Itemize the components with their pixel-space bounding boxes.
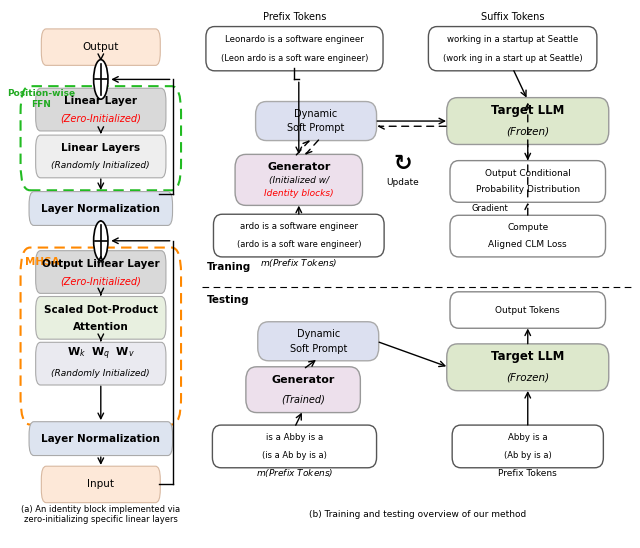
Text: Update: Update <box>386 178 419 187</box>
Text: (Trained): (Trained) <box>281 394 325 404</box>
Text: ardo is a software engineer: ardo is a software engineer <box>240 222 358 231</box>
Text: Testing: Testing <box>207 295 250 305</box>
Text: Linear Layers: Linear Layers <box>61 143 140 153</box>
Text: Generator: Generator <box>271 375 335 385</box>
FancyBboxPatch shape <box>36 250 166 293</box>
Text: (Frozen): (Frozen) <box>506 127 549 136</box>
Text: Gradient: Gradient <box>472 204 508 213</box>
FancyBboxPatch shape <box>42 29 160 65</box>
Text: (Randomly Initialized): (Randomly Initialized) <box>51 368 150 378</box>
FancyBboxPatch shape <box>206 26 383 71</box>
FancyBboxPatch shape <box>212 425 376 468</box>
Text: $m$(Prefix Tokens): $m$(Prefix Tokens) <box>260 256 337 269</box>
FancyBboxPatch shape <box>452 425 604 468</box>
FancyBboxPatch shape <box>36 296 166 339</box>
Text: Dynamic: Dynamic <box>294 109 338 119</box>
Text: Linear Layer: Linear Layer <box>64 96 138 106</box>
Text: (Leon ardo is a soft ware engineer): (Leon ardo is a soft ware engineer) <box>221 54 368 62</box>
Text: Prefix Tokens: Prefix Tokens <box>263 12 326 22</box>
Text: Compute: Compute <box>507 223 548 232</box>
Text: (a) An identity block implemented via
zero-initializing specific linear layers: (a) An identity block implemented via ze… <box>21 505 180 524</box>
FancyBboxPatch shape <box>255 101 376 141</box>
FancyBboxPatch shape <box>36 342 166 385</box>
Text: Output Tokens: Output Tokens <box>495 306 560 315</box>
Text: $\mathbf{W}_k$  $\mathbf{W}_q$  $\mathbf{W}_v$: $\mathbf{W}_k$ $\mathbf{W}_q$ $\mathbf{W… <box>67 346 135 362</box>
Text: Input: Input <box>87 480 115 489</box>
Text: (Frozen): (Frozen) <box>506 373 549 383</box>
FancyBboxPatch shape <box>36 135 166 178</box>
Text: Generator: Generator <box>267 162 330 173</box>
Text: Target LLM: Target LLM <box>491 350 564 363</box>
FancyBboxPatch shape <box>36 88 166 131</box>
FancyBboxPatch shape <box>246 367 360 413</box>
Text: working in a startup at Seattle: working in a startup at Seattle <box>447 35 579 44</box>
FancyBboxPatch shape <box>258 322 379 361</box>
Text: Layer Normalization: Layer Normalization <box>42 433 160 444</box>
Text: (is a Ab by is a): (is a Ab by is a) <box>262 452 327 460</box>
Text: (Zero-Initialized): (Zero-Initialized) <box>60 114 141 124</box>
FancyBboxPatch shape <box>428 26 597 71</box>
FancyBboxPatch shape <box>450 292 605 328</box>
Text: Scaled Dot-Product: Scaled Dot-Product <box>44 305 158 315</box>
Text: (work ing in a start up at Seattle): (work ing in a start up at Seattle) <box>443 54 582 62</box>
FancyBboxPatch shape <box>447 98 609 145</box>
FancyBboxPatch shape <box>447 344 609 391</box>
Text: (Ab by is a): (Ab by is a) <box>504 452 552 460</box>
Text: Dynamic: Dynamic <box>296 329 340 339</box>
Text: (ardo is a soft ware engineer): (ardo is a soft ware engineer) <box>237 241 361 249</box>
FancyBboxPatch shape <box>42 466 160 503</box>
Text: (Initialized w/: (Initialized w/ <box>269 176 329 185</box>
FancyBboxPatch shape <box>214 214 384 257</box>
Text: (Randomly Initialized): (Randomly Initialized) <box>51 161 150 170</box>
Text: Leonardo is a software engineer: Leonardo is a software engineer <box>225 35 364 44</box>
FancyBboxPatch shape <box>235 155 362 206</box>
Circle shape <box>93 221 108 260</box>
Text: Layer Normalization: Layer Normalization <box>42 203 160 214</box>
Text: Target LLM: Target LLM <box>491 104 564 117</box>
FancyBboxPatch shape <box>29 422 173 455</box>
FancyBboxPatch shape <box>450 161 605 202</box>
Text: Attention: Attention <box>73 322 129 332</box>
Text: (b) Training and testing overview of our method: (b) Training and testing overview of our… <box>309 510 526 519</box>
FancyBboxPatch shape <box>29 192 173 225</box>
Text: Output Conditional: Output Conditional <box>485 169 571 178</box>
Text: Output Linear Layer: Output Linear Layer <box>42 259 159 269</box>
Circle shape <box>93 60 108 99</box>
Text: Soft Prompt: Soft Prompt <box>289 344 347 353</box>
Text: (Zero-Initialized): (Zero-Initialized) <box>60 276 141 287</box>
Text: Prefix Tokens: Prefix Tokens <box>499 469 557 478</box>
Text: Soft Prompt: Soft Prompt <box>287 123 345 133</box>
Text: MHSA: MHSA <box>25 256 60 267</box>
Text: Suffix Tokens: Suffix Tokens <box>481 12 545 22</box>
Text: Abby is a: Abby is a <box>508 432 548 442</box>
Text: Identity blocks): Identity blocks) <box>264 189 333 198</box>
Text: Aligned CLM Loss: Aligned CLM Loss <box>488 240 567 249</box>
Text: is a Abby is a: is a Abby is a <box>266 432 323 442</box>
Text: Traning: Traning <box>207 262 251 272</box>
FancyBboxPatch shape <box>450 215 605 257</box>
Text: $m$(Prefix Tokens): $m$(Prefix Tokens) <box>256 467 333 480</box>
Text: Output: Output <box>83 42 119 52</box>
Text: Probability Distribution: Probability Distribution <box>476 185 580 195</box>
Text: Position-wise
FFN: Position-wise FFN <box>7 89 76 109</box>
Text: ↻: ↻ <box>393 155 412 174</box>
